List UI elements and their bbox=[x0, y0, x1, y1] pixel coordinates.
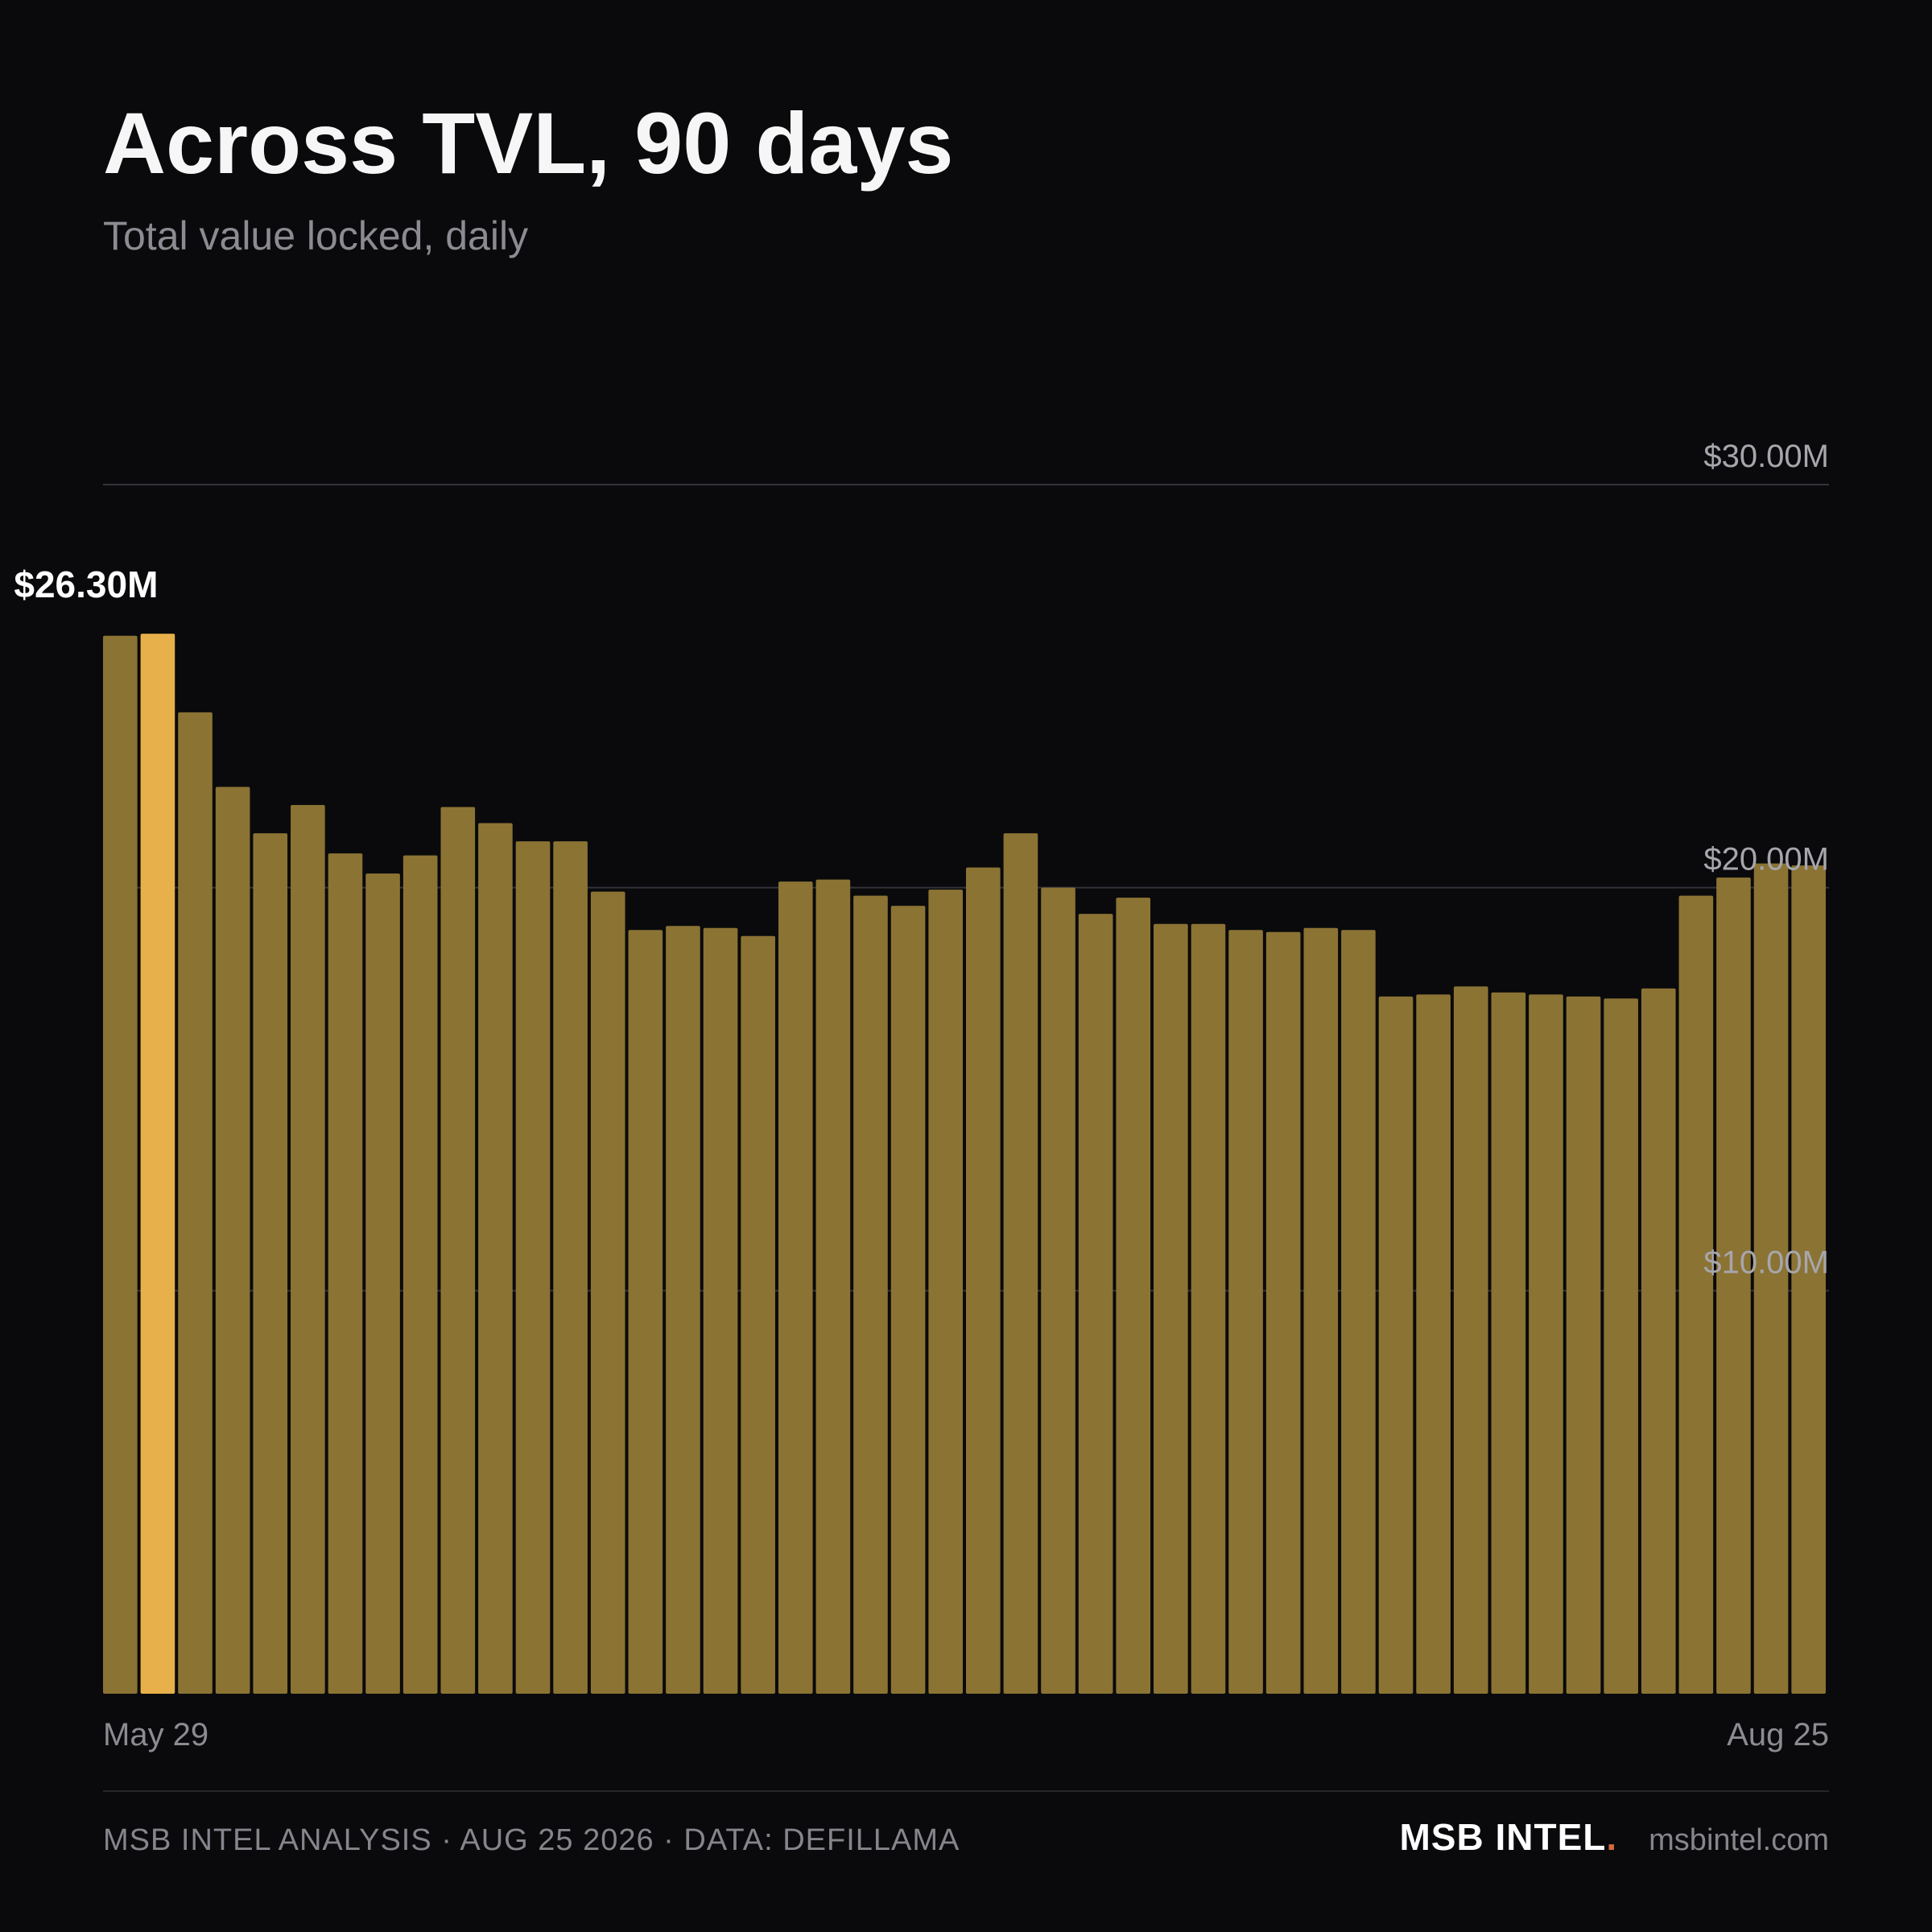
bar bbox=[516, 841, 551, 1694]
bar bbox=[891, 906, 926, 1694]
bar bbox=[741, 936, 775, 1694]
bar bbox=[1604, 998, 1638, 1694]
bar-chart: $10.00M $20.00M $30.00M $26.30M May 29 Aug 25 bbox=[0, 0, 1932, 1771]
brand-logo-text: MSB INTEL bbox=[1399, 1816, 1606, 1858]
y-tick-label: $30.00M bbox=[1703, 439, 1829, 474]
y-tick-label: $20.00M bbox=[1703, 842, 1829, 877]
bar bbox=[666, 926, 700, 1694]
bar bbox=[328, 853, 363, 1694]
y-tick-label: $10.00M bbox=[1703, 1245, 1829, 1280]
bar bbox=[103, 636, 138, 1694]
x-axis-end-label: Aug 25 bbox=[1727, 1717, 1829, 1752]
bar bbox=[253, 833, 287, 1694]
highlight-bar bbox=[141, 634, 175, 1694]
bar bbox=[778, 881, 813, 1694]
bar bbox=[1266, 932, 1301, 1694]
bar bbox=[291, 805, 325, 1694]
bar bbox=[403, 856, 438, 1694]
bar bbox=[928, 890, 963, 1694]
bar bbox=[1116, 898, 1150, 1694]
bar bbox=[1529, 994, 1563, 1694]
bar bbox=[1154, 924, 1188, 1694]
bar bbox=[216, 787, 250, 1695]
site-link[interactable]: msbintel.com bbox=[1649, 1823, 1829, 1857]
bar bbox=[704, 928, 738, 1694]
bar bbox=[1567, 997, 1601, 1694]
bar bbox=[1379, 997, 1414, 1694]
bar bbox=[1303, 928, 1338, 1694]
footer-source: MSB INTEL ANALYSIS · AUG 25 2026 · DATA:… bbox=[103, 1825, 960, 1856]
bar bbox=[1191, 924, 1226, 1694]
bar bbox=[1716, 877, 1751, 1694]
bar bbox=[1341, 930, 1376, 1694]
bar bbox=[629, 930, 663, 1694]
footer-brand-block: MSB INTEL. msbintel.com bbox=[1399, 1818, 1829, 1856]
x-axis-start-label: May 29 bbox=[103, 1717, 208, 1752]
bar bbox=[966, 868, 1001, 1694]
highlight-value-label: $26.30M bbox=[14, 564, 158, 605]
bar bbox=[1454, 986, 1488, 1694]
bar bbox=[1679, 896, 1714, 1694]
bar bbox=[1416, 994, 1451, 1694]
bar bbox=[440, 807, 475, 1694]
bar bbox=[365, 873, 400, 1694]
bar bbox=[478, 824, 513, 1694]
footer-divider bbox=[103, 1790, 1829, 1792]
bar bbox=[1079, 914, 1113, 1694]
bar bbox=[591, 892, 625, 1694]
brand-logo-dot: . bbox=[1606, 1816, 1616, 1858]
bar bbox=[1492, 993, 1526, 1694]
bar bbox=[853, 896, 888, 1694]
bar bbox=[1641, 989, 1676, 1694]
bar bbox=[1041, 888, 1075, 1694]
bar bbox=[816, 880, 851, 1694]
bar bbox=[178, 712, 213, 1694]
bar bbox=[553, 841, 588, 1694]
bar bbox=[1228, 930, 1263, 1694]
bar bbox=[1004, 833, 1038, 1694]
bars bbox=[103, 634, 1826, 1694]
